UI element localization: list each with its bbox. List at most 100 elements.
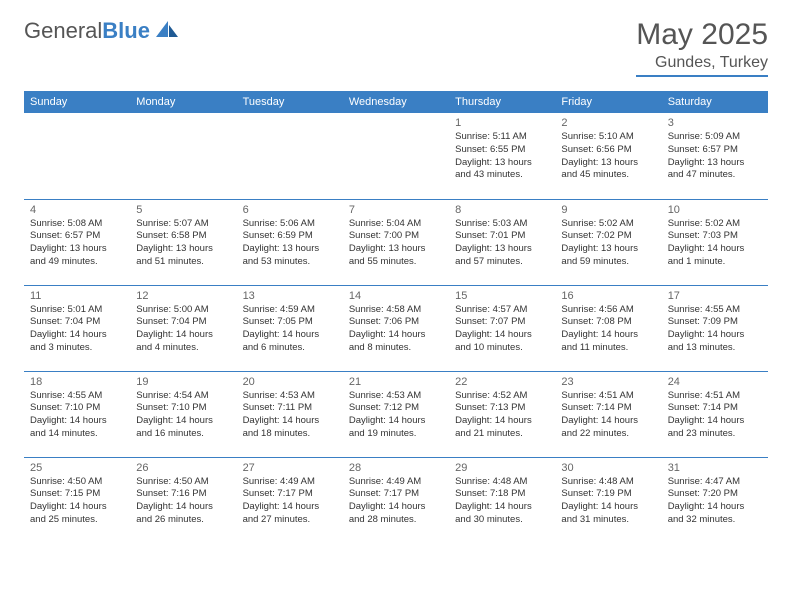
day-number: 22 bbox=[455, 376, 549, 388]
calendar-row: 11Sunrise: 5:01 AMSunset: 7:04 PMDayligh… bbox=[24, 285, 768, 371]
sunrise-text: Sunrise: 5:01 AM bbox=[30, 304, 124, 317]
day-cell: 23 Sunrise: 4:51 AMSunset: 7:14 PMDayligh… bbox=[555, 371, 661, 457]
sunrise-text: Sunrise: 5:04 AM bbox=[349, 218, 443, 231]
day-body: Sunrise: 4:59 AMSunset: 7:05 PMDaylight:… bbox=[243, 304, 337, 355]
calendar-body: 1Sunrise: 5:11 AMSunset: 6:55 PMDaylight… bbox=[24, 113, 768, 543]
day-cell bbox=[343, 113, 449, 199]
sunrise-text: Sunrise: 5:08 AM bbox=[30, 218, 124, 231]
sunrise-text: Sunrise: 5:06 AM bbox=[243, 218, 337, 231]
day-body: Sunrise: 4:53 AMSunset: 7:11 PMDaylight:… bbox=[243, 390, 337, 441]
day-number: 9 bbox=[561, 204, 655, 216]
day-cell: 4Sunrise: 5:08 AMSunset: 6:57 PMDaylight… bbox=[24, 199, 130, 285]
sunrise-text: Sunrise: 4:58 AM bbox=[349, 304, 443, 317]
daylight-text: Daylight: 14 hours and 19 minutes. bbox=[349, 415, 443, 441]
sunset-text: Sunset: 7:04 PM bbox=[30, 316, 124, 329]
daylight-text: Daylight: 13 hours and 43 minutes. bbox=[455, 157, 549, 183]
dow-wednesday: Wednesday bbox=[343, 91, 449, 113]
day-body: Sunrise: 4:50 AMSunset: 7:16 PMDaylight:… bbox=[136, 476, 230, 527]
day-body: Sunrise: 4:55 AMSunset: 7:09 PMDaylight:… bbox=[668, 304, 762, 355]
page-title: May 2025 bbox=[636, 18, 768, 52]
day-number: 5 bbox=[136, 204, 230, 216]
sunset-text: Sunset: 6:57 PM bbox=[30, 230, 124, 243]
sunset-text: Sunset: 7:11 PM bbox=[243, 402, 337, 415]
sunrise-text: Sunrise: 4:51 AM bbox=[561, 390, 655, 403]
logo-text: GeneralBlue bbox=[24, 18, 150, 44]
sunset-text: Sunset: 7:12 PM bbox=[349, 402, 443, 415]
sunrise-text: Sunrise: 5:02 AM bbox=[668, 218, 762, 231]
day-number: 23 bbox=[561, 376, 655, 388]
day-body: Sunrise: 4:49 AMSunset: 7:17 PMDaylight:… bbox=[349, 476, 443, 527]
logo-text-blue: Blue bbox=[102, 18, 150, 43]
day-cell: 31Sunrise: 4:47 AMSunset: 7:20 PMDayligh… bbox=[662, 457, 768, 543]
daylight-text: Daylight: 14 hours and 30 minutes. bbox=[455, 501, 549, 527]
sunset-text: Sunset: 7:10 PM bbox=[30, 402, 124, 415]
day-body: Sunrise: 4:49 AMSunset: 7:17 PMDaylight:… bbox=[243, 476, 337, 527]
day-number: 6 bbox=[243, 204, 337, 216]
sunset-text: Sunset: 7:14 PM bbox=[668, 402, 762, 415]
sunrise-text: Sunrise: 4:50 AM bbox=[136, 476, 230, 489]
day-cell: 20Sunrise: 4:53 AMSunset: 7:11 PMDayligh… bbox=[237, 371, 343, 457]
day-cell: 14Sunrise: 4:58 AMSunset: 7:06 PMDayligh… bbox=[343, 285, 449, 371]
day-body: Sunrise: 4:50 AMSunset: 7:15 PMDaylight:… bbox=[30, 476, 124, 527]
dow-tuesday: Tuesday bbox=[237, 91, 343, 113]
dow-row: Sunday Monday Tuesday Wednesday Thursday… bbox=[24, 91, 768, 113]
sunrise-text: Sunrise: 4:56 AM bbox=[561, 304, 655, 317]
sunrise-text: Sunrise: 4:57 AM bbox=[455, 304, 549, 317]
sunset-text: Sunset: 7:10 PM bbox=[136, 402, 230, 415]
sunrise-text: Sunrise: 5:09 AM bbox=[668, 131, 762, 144]
sunrise-text: Sunrise: 4:51 AM bbox=[668, 390, 762, 403]
daylight-text: Daylight: 13 hours and 45 minutes. bbox=[561, 157, 655, 183]
day-cell: 29Sunrise: 4:48 AMSunset: 7:18 PMDayligh… bbox=[449, 457, 555, 543]
day-cell: 15Sunrise: 4:57 AMSunset: 7:07 PMDayligh… bbox=[449, 285, 555, 371]
day-cell: 5Sunrise: 5:07 AMSunset: 6:58 PMDaylight… bbox=[130, 199, 236, 285]
daylight-text: Daylight: 14 hours and 18 minutes. bbox=[243, 415, 337, 441]
dow-saturday: Saturday bbox=[662, 91, 768, 113]
day-body: Sunrise: 5:06 AMSunset: 6:59 PMDaylight:… bbox=[243, 218, 337, 269]
day-number: 2 bbox=[561, 117, 655, 129]
sunrise-text: Sunrise: 4:53 AM bbox=[349, 390, 443, 403]
day-number: 29 bbox=[455, 462, 549, 474]
sail-icon bbox=[154, 19, 180, 44]
daylight-text: Daylight: 14 hours and 23 minutes. bbox=[668, 415, 762, 441]
daylight-text: Daylight: 14 hours and 32 minutes. bbox=[668, 501, 762, 527]
title-block: May 2025 Gundes, Turkey bbox=[636, 18, 768, 77]
day-cell: 28Sunrise: 4:49 AMSunset: 7:17 PMDayligh… bbox=[343, 457, 449, 543]
daylight-text: Daylight: 14 hours and 16 minutes. bbox=[136, 415, 230, 441]
day-body: Sunrise: 4:55 AMSunset: 7:10 PMDaylight:… bbox=[30, 390, 124, 441]
daylight-text: Daylight: 14 hours and 11 minutes. bbox=[561, 329, 655, 355]
daylight-text: Daylight: 14 hours and 1 minute. bbox=[668, 243, 762, 269]
day-body: Sunrise: 4:54 AMSunset: 7:10 PMDaylight:… bbox=[136, 390, 230, 441]
day-cell: 27Sunrise: 4:49 AMSunset: 7:17 PMDayligh… bbox=[237, 457, 343, 543]
day-number: 17 bbox=[668, 290, 762, 302]
day-number: 12 bbox=[136, 290, 230, 302]
day-body: Sunrise: 4:57 AMSunset: 7:07 PMDaylight:… bbox=[455, 304, 549, 355]
day-number: 7 bbox=[349, 204, 443, 216]
sunset-text: Sunset: 7:03 PM bbox=[668, 230, 762, 243]
day-cell: 19 Sunrise: 4:54 AMSunset: 7:10 PMDayligh… bbox=[130, 371, 236, 457]
day-body: Sunrise: 4:51 AMSunset: 7:14 PMDaylight:… bbox=[561, 390, 655, 441]
daylight-text: Daylight: 14 hours and 21 minutes. bbox=[455, 415, 549, 441]
sunset-text: Sunset: 7:19 PM bbox=[561, 488, 655, 501]
day-cell: 1Sunrise: 5:11 AMSunset: 6:55 PMDaylight… bbox=[449, 113, 555, 199]
sunrise-text: Sunrise: 4:55 AM bbox=[30, 390, 124, 403]
sunset-text: Sunset: 7:15 PM bbox=[30, 488, 124, 501]
day-cell: 7Sunrise: 5:04 AMSunset: 7:00 PMDaylight… bbox=[343, 199, 449, 285]
sunset-text: Sunset: 7:16 PM bbox=[136, 488, 230, 501]
daylight-text: Daylight: 14 hours and 28 minutes. bbox=[349, 501, 443, 527]
day-body: Sunrise: 5:10 AMSunset: 6:56 PMDaylight:… bbox=[561, 131, 655, 182]
day-number: 3 bbox=[668, 117, 762, 129]
sunset-text: Sunset: 7:20 PM bbox=[668, 488, 762, 501]
daylight-text: Daylight: 13 hours and 59 minutes. bbox=[561, 243, 655, 269]
day-number: 19 bbox=[136, 376, 230, 388]
dow-friday: Friday bbox=[555, 91, 661, 113]
sunrise-text: Sunrise: 5:07 AM bbox=[136, 218, 230, 231]
day-cell: 21Sunrise: 4:53 AMSunset: 7:12 PMDayligh… bbox=[343, 371, 449, 457]
daylight-text: Daylight: 13 hours and 49 minutes. bbox=[30, 243, 124, 269]
day-cell: 22Sunrise: 4:52 AMSunset: 7:13 PMDayligh… bbox=[449, 371, 555, 457]
sunrise-text: Sunrise: 5:03 AM bbox=[455, 218, 549, 231]
day-body: Sunrise: 4:53 AMSunset: 7:12 PMDaylight:… bbox=[349, 390, 443, 441]
sunrise-text: Sunrise: 4:49 AM bbox=[243, 476, 337, 489]
day-cell: 17 Sunrise: 4:55 AMSunset: 7:09 PMDayligh… bbox=[662, 285, 768, 371]
dow-sunday: Sunday bbox=[24, 91, 130, 113]
sunrise-text: Sunrise: 4:48 AM bbox=[561, 476, 655, 489]
